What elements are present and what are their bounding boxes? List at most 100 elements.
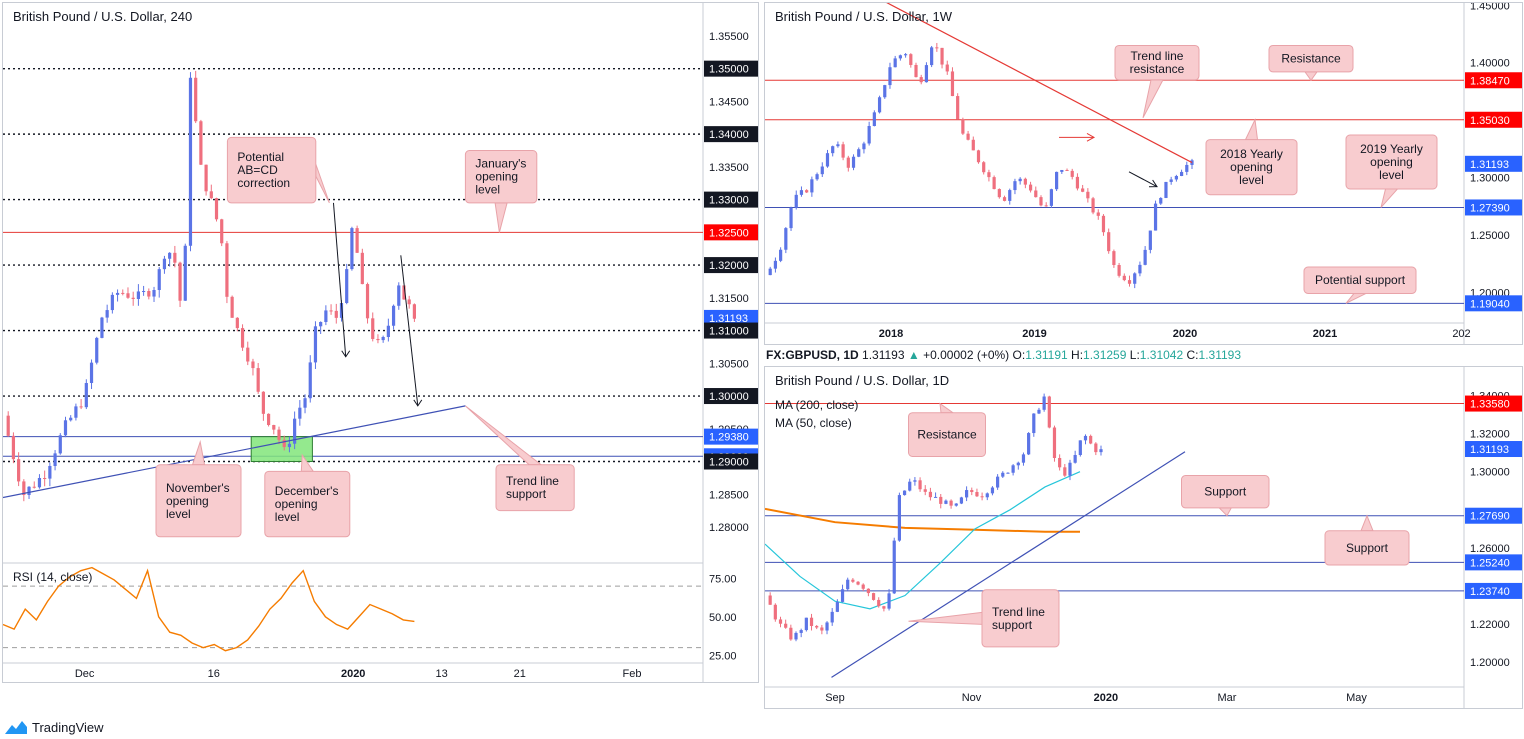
d1-candle-body	[1073, 455, 1077, 463]
d1-candle-body	[1058, 458, 1062, 468]
d1-candle-body	[928, 491, 933, 498]
ohlc-l-label: L:	[1129, 348, 1140, 362]
d1-candle-body	[980, 496, 984, 498]
w1-candle-body	[903, 54, 908, 56]
h4-callout-text: opening	[166, 494, 209, 508]
ohlc-c-label: C:	[1186, 348, 1199, 362]
h4-candle-body	[11, 435, 16, 460]
h4-candle-body	[53, 453, 57, 466]
w1-candle-body	[1185, 164, 1189, 172]
h4-candle-body	[89, 362, 94, 384]
d1-candle-body	[835, 601, 839, 612]
w1-candle-body	[914, 64, 918, 78]
h4-candle-body	[17, 459, 21, 482]
w1-x-tick-label: 2018	[879, 328, 903, 340]
d1-candle-body	[1068, 462, 1072, 476]
w1-candle-body	[961, 119, 965, 134]
w1-candle-body	[815, 174, 819, 180]
d1-candle-body	[871, 593, 876, 600]
h4-chart-svg[interactable]: 1.35500 1.34500 1.33500 1.32500 1.31500 1.305…	[3, 3, 759, 683]
h4-candle-body	[282, 439, 286, 448]
h4-candle-body	[199, 121, 203, 165]
h4-price-badge	[704, 191, 758, 208]
d1-candle-body	[959, 497, 964, 504]
w1-candle-body	[950, 71, 955, 97]
chart-panel-h4[interactable]: 1.35500 1.34500 1.33500 1.32500 1.31500 1.305…	[2, 2, 759, 683]
w1-x-tick-label: 2021	[1313, 328, 1337, 340]
d1-candle-body	[1052, 427, 1057, 459]
w1-callout-text: opening	[1370, 155, 1413, 169]
h4-price-badge-label: 1.34000	[709, 129, 749, 141]
d1-candle-body	[1078, 440, 1082, 456]
w1-candle-body	[1060, 169, 1064, 172]
w1-y-tick-label: 1.45000	[1470, 3, 1510, 12]
h4-price-badge	[704, 126, 758, 143]
h4-candle-body	[157, 269, 161, 291]
chart-panel-d1[interactable]: 1.340001.320001.300001.260001.220001.200…	[764, 366, 1523, 709]
w1-price-badge-label: 1.19040	[1470, 298, 1510, 310]
w1-candle-body	[1122, 275, 1126, 281]
h4-callout-pointer	[494, 202, 508, 233]
h4-candle-body	[407, 299, 411, 305]
w1-candle-body	[779, 249, 783, 261]
w1-callout-box	[1345, 134, 1438, 190]
d1-x-tick-label: May	[1346, 692, 1367, 704]
ohlc-h: 1.31259	[1083, 348, 1127, 362]
h4-candle-body	[48, 465, 52, 479]
d1-candle-body	[949, 500, 953, 506]
w1-candle-body	[940, 47, 944, 65]
h4-price-badge-label: 1.31000	[709, 326, 749, 338]
w1-callout-pointer	[1304, 71, 1318, 82]
d1-candle-body	[923, 489, 927, 492]
d1-candle-body	[970, 490, 974, 493]
d1-candle-body	[861, 584, 865, 589]
w1-candle-body	[924, 65, 929, 83]
h4-callout-pointer	[191, 439, 206, 466]
h4-callout-text: November's	[166, 481, 230, 495]
w1-candle-body	[888, 67, 892, 86]
w1-candle-body	[1044, 205, 1048, 207]
ohlc-h-label: H:	[1071, 348, 1084, 362]
d1-chart-svg[interactable]: 1.340001.320001.300001.260001.220001.200…	[765, 367, 1523, 709]
h4-callout-text: December's	[275, 484, 339, 498]
chart-panel-w1[interactable]: 1.45000 1.40000 1.30000 1.25000 1.20000 2018 2…	[764, 2, 1523, 345]
rsi-label: RSI (14, close)	[13, 570, 92, 584]
w1-candle-body	[1190, 160, 1194, 165]
h4-price-badge-label: 1.32500	[709, 227, 749, 239]
tradingview-logo[interactable]: TradingView	[4, 719, 104, 735]
h4-candle-body	[194, 77, 198, 122]
w1-candle-body	[810, 179, 814, 193]
w1-candle-body	[1112, 251, 1116, 266]
w1-x-tick-label: 2020	[1173, 328, 1197, 340]
w1-candle-body	[893, 58, 897, 68]
h4-candle-body	[261, 391, 265, 414]
w1-candle-body	[987, 172, 991, 178]
w1-callout-text: resistance	[1130, 62, 1185, 76]
d1-y-tick-label: 1.20000	[1470, 657, 1510, 669]
d1-candle-body	[892, 540, 896, 594]
d1-callout-box	[1324, 530, 1410, 566]
d1-x-tick-label: Nov	[962, 692, 982, 704]
d1-y-tick-label: 1.30000	[1470, 467, 1510, 479]
d1-callout-text: support	[992, 618, 1033, 632]
w1-price-badge	[1465, 111, 1522, 128]
w1-callout-pointer	[1244, 118, 1259, 141]
w1-candle-body	[1107, 232, 1111, 252]
d1-ma200-line	[765, 507, 1080, 533]
h4-candle-body	[214, 198, 219, 220]
h4-candle-body	[204, 164, 208, 192]
w1-candle-body	[831, 146, 835, 154]
w1-candle-body	[976, 150, 981, 163]
h4-candle-body	[37, 477, 42, 488]
w1-candle-body	[997, 189, 1001, 198]
ohlc-symbol: FX:GBPUSD, 1D	[766, 348, 859, 362]
h4-arrow-head-icon	[341, 350, 351, 358]
d1-candle-body	[996, 476, 1000, 488]
w1-candle-body	[883, 85, 887, 98]
d1-price-badge-label: 1.25240	[1470, 557, 1510, 569]
h4-candle-body	[365, 284, 370, 319]
h4-title: British Pound / U.S. Dollar, 240	[13, 9, 193, 24]
h4-candle-body	[131, 297, 135, 299]
w1-callout-text: level	[1379, 168, 1404, 182]
